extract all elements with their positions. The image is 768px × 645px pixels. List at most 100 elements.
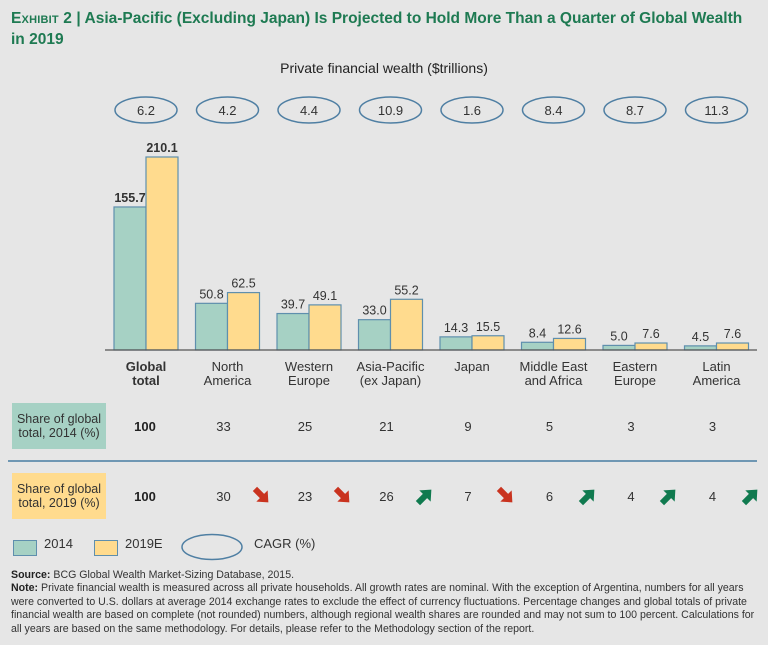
data-label-2014-eastern-europe: 5.0: [610, 329, 627, 343]
data-label-2019e-eastern-europe: 7.6: [642, 327, 659, 341]
category-label-global-total: Global: [126, 359, 166, 374]
data-label-2019e-middle-east-and-africa: 12.6: [557, 322, 581, 336]
category-label-asia-pacific-ex-japan: Asia-Pacific: [357, 359, 425, 374]
source-text: BCG Global Wealth Market-Sizing Database…: [50, 569, 295, 581]
share-2019-middle-east-and-africa: 6: [545, 489, 554, 504]
category-label-latin-america: Latin: [702, 359, 730, 374]
bar-2014-western-europe: [276, 312, 310, 351]
category-label-asia-pacific-ex-japan: (ex Japan): [360, 373, 421, 388]
cagr-ellipse-asia-pacific-ex-japan: [358, 96, 423, 124]
legend-label-2019e: 2019E: [125, 536, 163, 551]
chart-title: Private financial wealth ($trillions): [280, 60, 488, 76]
share-2014-middle-east-and-africa: 5: [545, 419, 554, 434]
footnotes: Source: BCG Global Wealth Market-Sizing …: [11, 569, 761, 636]
data-label-2014-western-europe: 39.7: [281, 298, 305, 312]
share-2014-japan: 9: [464, 419, 472, 434]
share-2019-north-america: 30: [216, 489, 231, 504]
cagr-ellipse-global-total: [114, 96, 178, 124]
trend-down-arrow-icon: [252, 486, 268, 503]
cagr-ellipse-latin-america: [684, 96, 749, 124]
data-label-2019e-japan: 15.5: [476, 320, 500, 334]
data-label-2019e-north-america: 62.5: [231, 277, 255, 291]
share-2019-global-total: 100: [134, 489, 156, 504]
share-2014-western-europe: 25: [297, 419, 313, 434]
share-2019-western-europe: 23: [297, 489, 313, 504]
bar-2014-middle-east-and-africa: [520, 341, 555, 351]
share-2019-japan: 7: [464, 489, 472, 504]
share-2014-latin-america: 3: [708, 419, 717, 434]
legend-label-2014: 2014: [44, 536, 73, 551]
trend-arrow-middle-east-and-africa: [578, 489, 594, 506]
cagr-value-eastern-europe: 8.7: [626, 103, 644, 118]
category-label-western-europe: Western: [285, 359, 333, 374]
cagr-value-global-total: 6.2: [137, 103, 155, 118]
trend-down-arrow-icon: [496, 486, 513, 503]
trend-arrow-eastern-europe: [659, 489, 676, 506]
share-2019-latin-america: 4: [708, 489, 717, 504]
trend-arrow-asia-pacific-ex-japan: [415, 489, 431, 506]
cagr-ellipse-eastern-europe: [603, 96, 667, 124]
exhibit-title: Exhibit 2 | Asia-Pacific (Excluding Japa…: [11, 8, 751, 50]
cagr-ellipse-japan: [440, 96, 504, 124]
general-note: Note: Private financial wealth is measur…: [11, 582, 761, 636]
data-label-2014-middle-east-and-africa: 8.4: [529, 326, 546, 340]
category-label-middle-east-and-africa: and Africa: [525, 373, 584, 388]
share-2014-eastern-europe: 3: [627, 419, 635, 434]
bar-2014-global-total: [113, 206, 147, 351]
bar-2019e-north-america: [226, 291, 261, 351]
cagr-value-middle-east-and-africa: 8.4: [544, 103, 562, 118]
cagr-value-latin-america: 11.3: [704, 103, 728, 118]
category-label-north-america: North: [212, 359, 244, 374]
trend-up-arrow-icon: [659, 489, 676, 506]
share-2019-row-label: Share of global total, 2019 (%): [12, 473, 106, 519]
cagr-value-asia-pacific-ex-japan: 10.9: [378, 103, 403, 118]
cagr-value-japan: 1.6: [463, 103, 481, 118]
bar-2019e-middle-east-and-africa: [552, 337, 587, 351]
share-2014-global-total: 100: [134, 419, 156, 434]
bar-2014-latin-america: [683, 345, 718, 351]
data-label-2019e-latin-america: 7.6: [724, 327, 741, 341]
bar-2014-asia-pacific-ex-japan: [357, 319, 392, 351]
data-label-2014-global-total: 155.7: [114, 191, 145, 205]
bar-2019e-eastern-europe: [634, 342, 668, 351]
trend-arrow-western-europe: [333, 486, 350, 503]
cagr-ellipse-western-europe: [277, 96, 341, 124]
trend-up-arrow-icon: [578, 489, 594, 506]
trend-arrow-north-america: [252, 486, 268, 503]
data-label-2014-latin-america: 4.5: [692, 330, 709, 344]
legend-swatch-2019e: [94, 540, 118, 556]
data-label-2019e-western-europe: 49.1: [313, 289, 337, 303]
title-separator: |: [72, 10, 85, 27]
data-label-2014-asia-pacific-ex-japan: 33.0: [362, 304, 386, 318]
data-label-2019e-asia-pacific-ex-japan: 55.2: [394, 283, 418, 297]
source-note: Source: BCG Global Wealth Market-Sizing …: [11, 569, 761, 582]
bar-chart: 6.2 4.2 4.4 10.9 1.6 8.4 8.7 11.3 155.7 210.1 50.8…: [105, 96, 757, 388]
cagr-value-western-europe: 4.4: [300, 103, 318, 118]
cagr-ellipse-middle-east-and-africa: [521, 96, 586, 124]
share-2014-north-america: 33: [216, 419, 231, 434]
data-label-2014-north-america: 50.8: [199, 287, 223, 301]
share-2019-asia-pacific-ex-japan: 26: [379, 489, 394, 504]
data-label-2019e-global-total: 210.1: [146, 141, 177, 155]
bar-2019e-latin-america: [715, 342, 750, 351]
category-label-middle-east-and-africa: Middle East: [520, 359, 588, 374]
legend-swatch-2014: [13, 540, 37, 556]
trend-arrow-latin-america: [741, 489, 757, 506]
exhibit-number: Exhibit 2: [11, 10, 73, 27]
bar-2014-eastern-europe: [602, 344, 636, 351]
bar-2014-north-america: [194, 302, 229, 351]
trend-up-arrow-icon: [415, 489, 431, 506]
bar-2014-japan: [439, 336, 473, 351]
category-label-western-europe: Europe: [288, 373, 330, 388]
bar-2019e-asia-pacific-ex-japan: [389, 298, 424, 351]
category-label-japan: Japan: [454, 359, 489, 374]
category-label-latin-america: America: [693, 373, 741, 388]
trend-down-arrow-icon: [333, 486, 350, 503]
exhibit-headline: Asia-Pacific (Excluding Japan) Is Projec…: [11, 10, 743, 48]
bar-2019e-western-europe: [308, 304, 342, 351]
cagr-value-north-america: 4.2: [218, 103, 236, 118]
share-2019-eastern-europe: 4: [627, 489, 635, 504]
category-label-global-total: total: [132, 373, 159, 388]
legend-cagr-ellipse-icon: [181, 533, 243, 561]
bar-2019e-global-total: [145, 156, 179, 351]
